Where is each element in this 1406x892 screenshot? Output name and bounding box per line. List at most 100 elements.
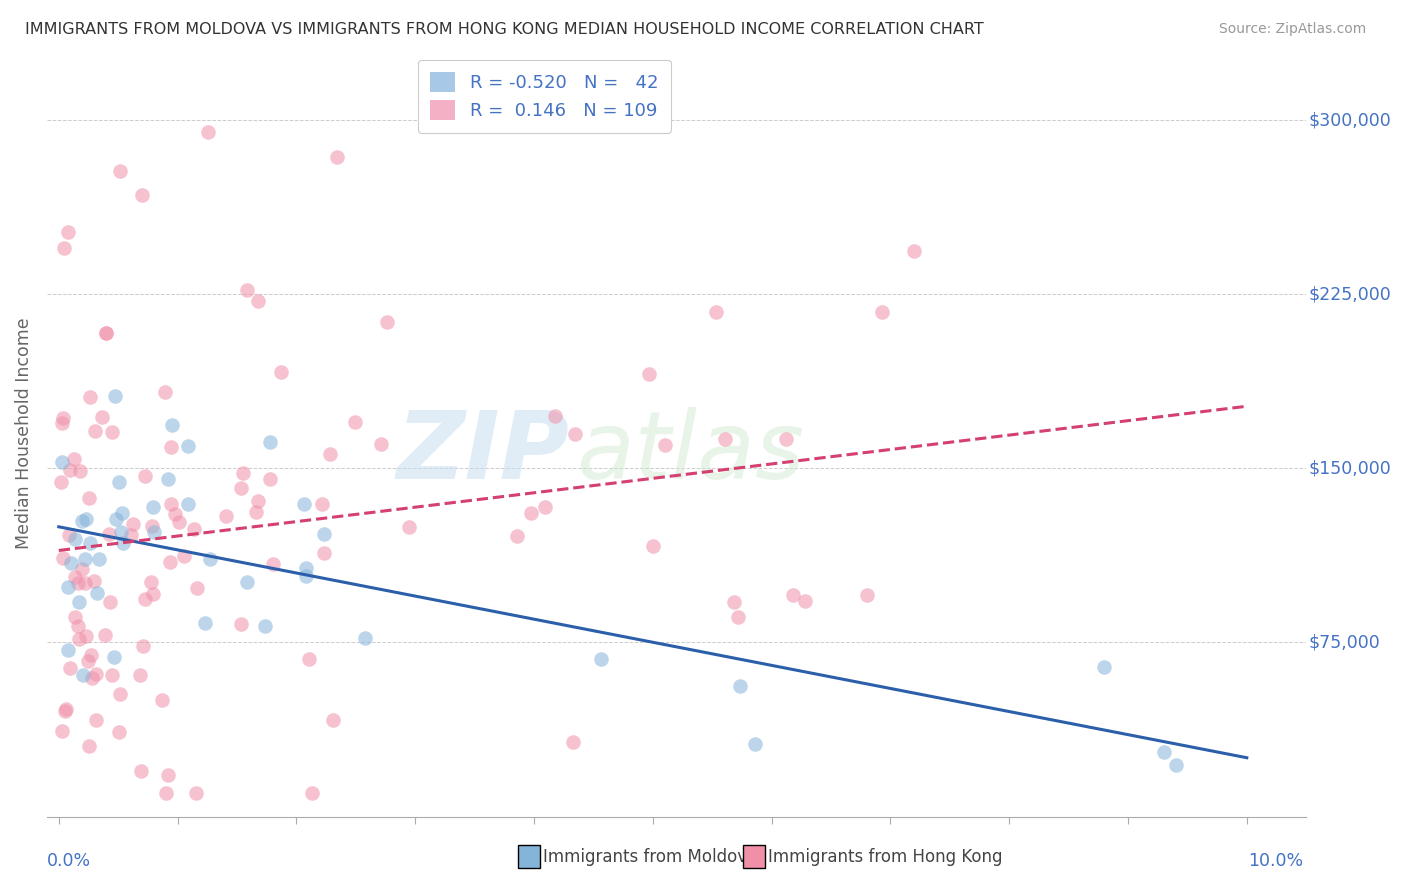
Point	[53, 241, 76, 255]
Point	[73, 552, 96, 566]
Point	[77, 739, 100, 753]
Text: Source: ZipAtlas.com: Source: ZipAtlas.com	[1219, 22, 1367, 37]
Point	[259, 435, 281, 450]
Point	[344, 416, 367, 430]
Point	[744, 737, 766, 751]
Point	[534, 500, 557, 514]
Point	[63, 610, 86, 624]
Point	[704, 305, 727, 319]
Point	[120, 528, 142, 542]
Point	[544, 409, 567, 424]
Point	[53, 705, 76, 719]
Y-axis label: Median Household Income: Median Household Income	[15, 318, 32, 549]
Point	[184, 786, 207, 800]
Point	[51, 455, 73, 469]
Point	[294, 560, 316, 574]
Point	[637, 367, 659, 381]
Point	[159, 555, 181, 569]
Point	[67, 595, 90, 609]
Point	[52, 550, 75, 565]
Point	[112, 535, 135, 549]
Point	[63, 570, 86, 584]
Point	[97, 527, 120, 541]
Point	[100, 668, 122, 682]
Point	[70, 562, 93, 576]
Point	[194, 616, 217, 631]
Point	[63, 532, 86, 546]
Point	[520, 506, 543, 520]
Point	[714, 432, 737, 446]
Point	[163, 508, 186, 522]
Point	[142, 525, 165, 540]
Point	[247, 493, 270, 508]
Point	[253, 618, 276, 632]
Point	[245, 505, 267, 519]
Point	[782, 588, 804, 602]
Point	[94, 326, 117, 340]
Point	[259, 472, 281, 486]
Point	[100, 595, 122, 609]
Point	[58, 528, 80, 542]
Point	[51, 416, 73, 430]
Point	[58, 580, 80, 594]
Point	[67, 576, 90, 591]
Point	[326, 150, 349, 164]
Point	[110, 525, 132, 540]
Point	[775, 433, 797, 447]
Text: $300,000: $300,000	[1309, 112, 1392, 129]
Point	[131, 764, 153, 778]
Point	[235, 575, 257, 590]
Point	[59, 556, 82, 570]
Point	[69, 464, 91, 478]
Point	[141, 519, 163, 533]
Point	[142, 500, 165, 514]
Point	[82, 671, 104, 685]
Point	[295, 569, 318, 583]
Point	[247, 293, 270, 308]
Point	[84, 667, 107, 681]
Point	[59, 661, 82, 675]
Point	[156, 768, 179, 782]
Point	[903, 244, 925, 258]
Point	[73, 576, 96, 591]
Point	[63, 451, 86, 466]
Point	[855, 588, 877, 602]
Point	[142, 587, 165, 601]
Point	[311, 497, 333, 511]
Point	[654, 437, 676, 451]
Point	[77, 491, 100, 505]
Point	[76, 654, 98, 668]
Point	[108, 725, 131, 739]
Point	[292, 497, 315, 511]
Point	[131, 187, 153, 202]
Point	[52, 410, 75, 425]
Point	[134, 468, 156, 483]
Point	[129, 667, 152, 681]
Point	[56, 225, 79, 239]
Legend: R = -0.520   N =   42, R =  0.146   N = 109: R = -0.520 N = 42, R = 0.146 N = 109	[418, 60, 671, 133]
Point	[794, 594, 817, 608]
Point	[160, 418, 183, 433]
Point	[150, 693, 173, 707]
Point	[314, 526, 336, 541]
Point	[506, 529, 529, 543]
Point	[398, 520, 420, 534]
Point	[51, 724, 73, 739]
Point	[83, 424, 105, 438]
Point	[89, 551, 111, 566]
Point	[59, 463, 82, 477]
Text: 0.0%: 0.0%	[46, 852, 91, 871]
Point	[591, 652, 613, 666]
Point	[870, 305, 893, 319]
Point	[173, 549, 195, 564]
Point	[108, 475, 131, 490]
Point	[108, 687, 131, 701]
Point	[354, 631, 377, 645]
Point	[169, 515, 191, 529]
Point	[186, 581, 208, 595]
Point	[79, 536, 101, 550]
Point	[231, 616, 253, 631]
Point	[197, 125, 219, 139]
Point	[86, 585, 108, 599]
Point	[56, 643, 79, 657]
